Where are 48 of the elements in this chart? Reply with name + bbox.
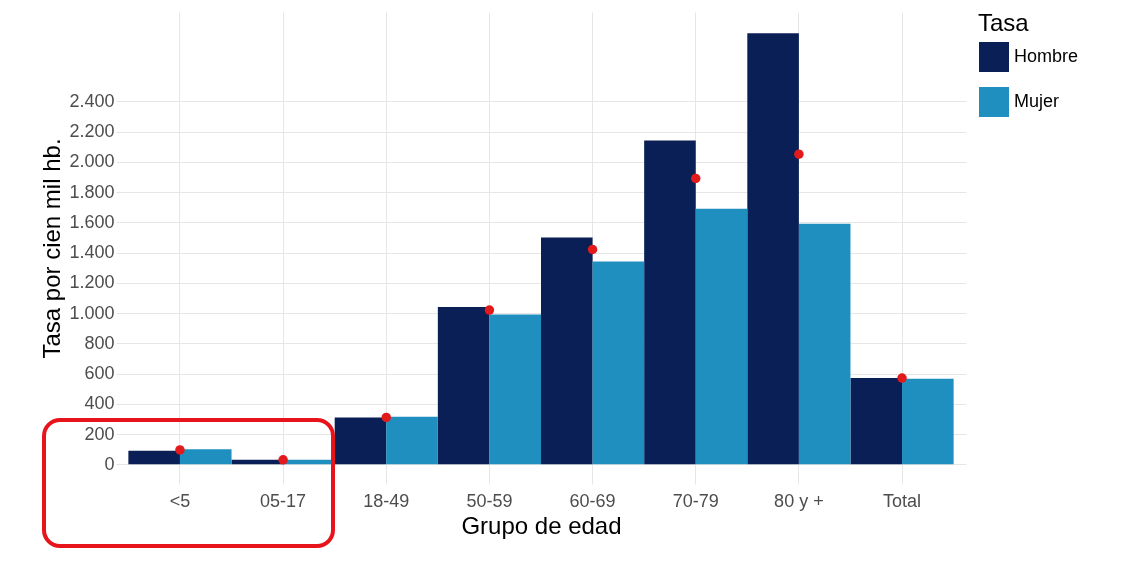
legend-label: Mujer (1014, 91, 1060, 111)
bar (592, 261, 645, 465)
point (175, 445, 185, 455)
x-tick-label: 60-69 (569, 490, 616, 511)
y-tick-label: 1.600 (69, 211, 115, 232)
legend-label: Hombre (1014, 46, 1079, 66)
x-tick-label: 50-59 (466, 490, 513, 511)
x-tick-label: 05-17 (260, 490, 307, 511)
point (897, 373, 907, 383)
x-tick-label: 80 y + (774, 490, 824, 511)
y-tick-label: 200 (84, 423, 115, 444)
y-tick-label: 1.800 (69, 181, 115, 202)
y-tick-label: 2.400 (69, 90, 115, 111)
x-axis-title: Grupo de edad (461, 511, 622, 539)
point (690, 173, 701, 184)
bar (644, 140, 696, 465)
bar (334, 417, 387, 465)
y-tick-label: 2.000 (69, 151, 115, 172)
bar (437, 307, 490, 465)
bar (386, 416, 438, 465)
bar (902, 378, 954, 465)
y-tick-label: 400 (84, 393, 115, 414)
y-tick-label: 1.000 (69, 302, 115, 323)
x-tick-label: 18-49 (363, 490, 410, 511)
point (484, 305, 495, 315)
point (278, 455, 288, 465)
y-tick-label: 2.200 (69, 121, 115, 142)
bar (541, 237, 593, 465)
bar (179, 449, 232, 465)
y-tick-label: 1.200 (69, 272, 115, 293)
legend-title: Tasa (978, 9, 1030, 36)
x-tick-label: <5 (169, 490, 191, 511)
bar (489, 314, 541, 465)
bar (695, 208, 748, 465)
y-tick-label: 0 (104, 453, 115, 474)
x-tick-label: 70-79 (672, 490, 719, 511)
bar (850, 378, 903, 465)
bar (798, 223, 851, 465)
x-tick-label: Total (883, 490, 922, 511)
y-axis-title: Tasa por cien mil hb. (38, 138, 66, 359)
y-tick-label: 800 (84, 332, 115, 353)
bar (747, 33, 799, 465)
point (794, 149, 804, 159)
bar (128, 450, 180, 465)
point (381, 412, 392, 423)
y-tick-label: 1.400 (69, 242, 115, 263)
point (587, 244, 598, 255)
y-tick-label: 600 (84, 363, 115, 384)
